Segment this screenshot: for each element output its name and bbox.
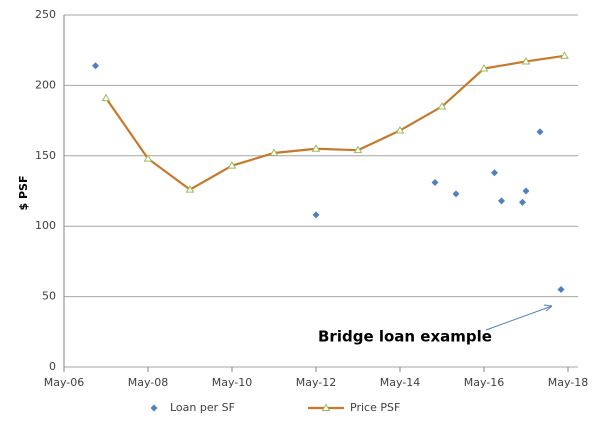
x-tick-label: May-08	[128, 376, 169, 389]
annotation-arrow	[485, 305, 553, 331]
x-tick-label: May-12	[296, 376, 337, 389]
x-tick-label: May-14	[380, 376, 421, 389]
x-tick-label: May-16	[464, 376, 505, 389]
x-tick-label: May-06	[44, 376, 85, 389]
data-point	[519, 198, 526, 206]
y-tick-label: 200	[35, 78, 56, 91]
data-point	[437, 102, 447, 110]
data-point	[522, 187, 530, 195]
data-point	[312, 211, 320, 219]
y-tick-label: 100	[35, 219, 56, 232]
data-point	[491, 169, 498, 177]
y-tick-label: 50	[42, 290, 56, 303]
x-tick-label: May-18	[548, 376, 589, 389]
data-point	[269, 148, 279, 156]
data-point	[101, 93, 111, 102]
data-point	[353, 145, 363, 154]
data-point	[431, 179, 439, 187]
data-point	[560, 51, 569, 59]
data-point	[227, 161, 237, 169]
data-point	[143, 154, 153, 162]
legend-label: Loan per SF	[170, 401, 235, 414]
legend-label: Price PSF	[350, 401, 400, 414]
legend-marker	[321, 403, 331, 411]
data-point	[521, 56, 531, 65]
arrow-head	[543, 304, 553, 312]
y-axis-label: $ PSF	[17, 176, 30, 211]
y-tick-label: 150	[35, 149, 56, 162]
data-point	[92, 62, 99, 70]
data-point	[185, 185, 195, 193]
data-point	[557, 286, 565, 294]
series-line	[105, 54, 565, 191]
legend-marker	[150, 404, 158, 412]
data-point	[479, 64, 489, 72]
x-tick-label: May-10	[212, 376, 253, 389]
data-point	[311, 144, 321, 152]
annotation: Bridge loan example	[318, 328, 492, 346]
data-point	[452, 190, 460, 198]
data-point	[395, 125, 405, 134]
y-tick-label: 0	[49, 360, 56, 373]
data-point	[498, 197, 505, 205]
data-point	[536, 128, 544, 136]
y-tick-label: 250	[35, 8, 56, 21]
